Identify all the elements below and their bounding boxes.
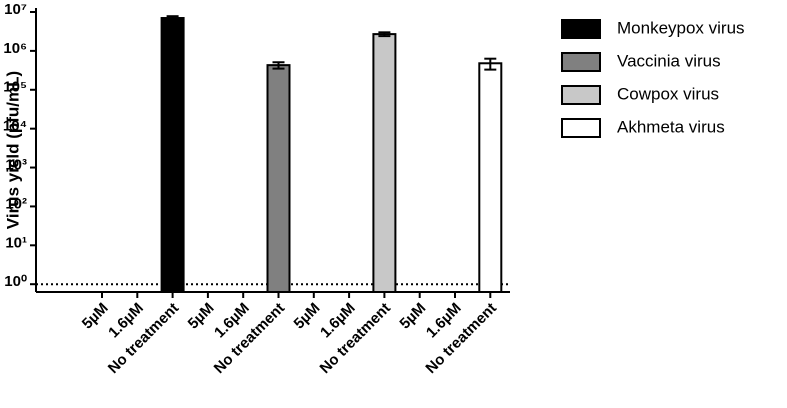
y-tick-label: 10⁴ (3, 118, 27, 135)
legend-swatch (561, 118, 601, 138)
bar (160, 17, 185, 294)
legend-swatch (561, 19, 601, 39)
y-tick-label: 10⁰ (4, 273, 27, 290)
legend-label: Cowpox virus (617, 84, 719, 103)
legend-label: Akhmeta virus (617, 117, 725, 136)
bar (478, 62, 503, 293)
legend-swatch (561, 85, 601, 105)
legend-swatch (561, 52, 601, 72)
y-tick-label: 10⁶ (3, 40, 27, 57)
legend-label: Vaccinia virus (617, 51, 721, 70)
y-tick-label: 10² (5, 195, 27, 212)
y-tick-label: 10³ (5, 157, 27, 174)
legend-label: Monkeypox virus (617, 18, 745, 37)
y-tick-label: 10⁷ (4, 1, 27, 18)
bar (266, 64, 291, 293)
y-axis-label: Virus yield (pfu/mL) (3, 71, 22, 229)
y-tick-label: 10¹ (5, 234, 27, 251)
y-tick-label: 10⁵ (3, 79, 27, 96)
bar (372, 33, 397, 294)
